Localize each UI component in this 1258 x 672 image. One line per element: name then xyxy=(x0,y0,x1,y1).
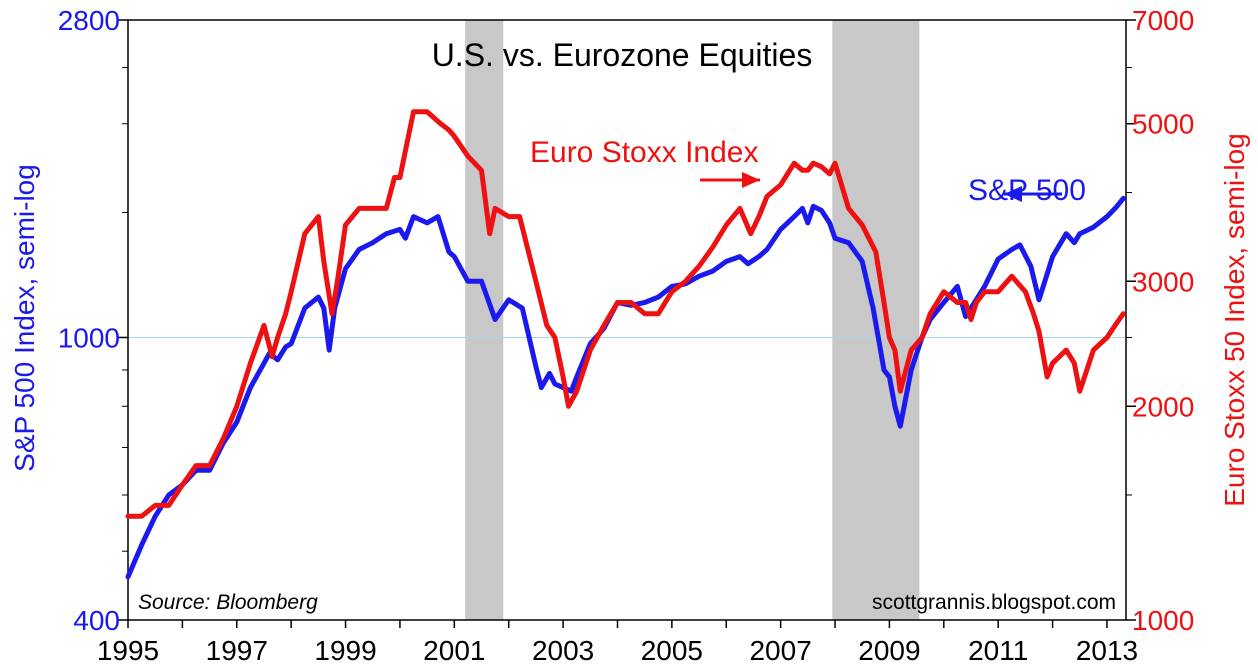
series-line-euro-stoxx xyxy=(125,109,1126,519)
chart-title: U.S. vs. Eurozone Equities xyxy=(432,37,813,73)
y-right-tick-label-7000: 7000 xyxy=(1132,5,1194,36)
y-right-tick-label-3000: 3000 xyxy=(1132,266,1194,297)
arrow-sp500-head xyxy=(1004,186,1022,202)
x-tick-label-2013: 2013 xyxy=(1076,635,1138,666)
y-left-tick-label-1000: 1000 xyxy=(58,322,120,353)
y-axis-right-label: Euro Stoxx 50 Index, semi-log xyxy=(1219,133,1250,507)
y-axis-left-label: S&P 500 Index, semi-log xyxy=(9,164,40,472)
source-note: Source: Bloomberg xyxy=(138,591,318,614)
y-right-tick-label-5000: 5000 xyxy=(1132,109,1194,140)
x-tick-label-1999: 1999 xyxy=(314,635,376,666)
series-line-sp500 xyxy=(125,195,1126,580)
y-left-tick-label-400: 400 xyxy=(73,605,120,636)
y-right-tick-label-2000: 2000 xyxy=(1132,391,1194,422)
x-tick-label-1997: 1997 xyxy=(206,635,268,666)
plot-frame xyxy=(127,19,1127,621)
arrow-euro-stoxx xyxy=(700,172,760,188)
arrow-euro-stoxx-head xyxy=(742,172,760,188)
annotation-euro-stoxx: Euro Stoxx Index xyxy=(530,136,758,169)
arrow-sp500 xyxy=(1004,186,1062,202)
x-tick-label-2009: 2009 xyxy=(858,635,920,666)
credit-note: scottgrannis.blogspot.com xyxy=(872,591,1116,614)
x-tick-label-2005: 2005 xyxy=(641,635,703,666)
x-tick-label-1995: 1995 xyxy=(97,635,159,666)
x-tick-label-2003: 2003 xyxy=(532,635,594,666)
y-right-tick-label-1000: 1000 xyxy=(1132,605,1194,636)
x-tick-label-2011: 2011 xyxy=(968,635,1028,666)
y-left-tick-label-2800: 2800 xyxy=(58,5,120,36)
x-tick-label-2007: 2007 xyxy=(749,635,811,666)
x-tick-label-2001: 2001 xyxy=(423,635,485,666)
annotation-sp500: S&P 500 xyxy=(968,174,1086,207)
